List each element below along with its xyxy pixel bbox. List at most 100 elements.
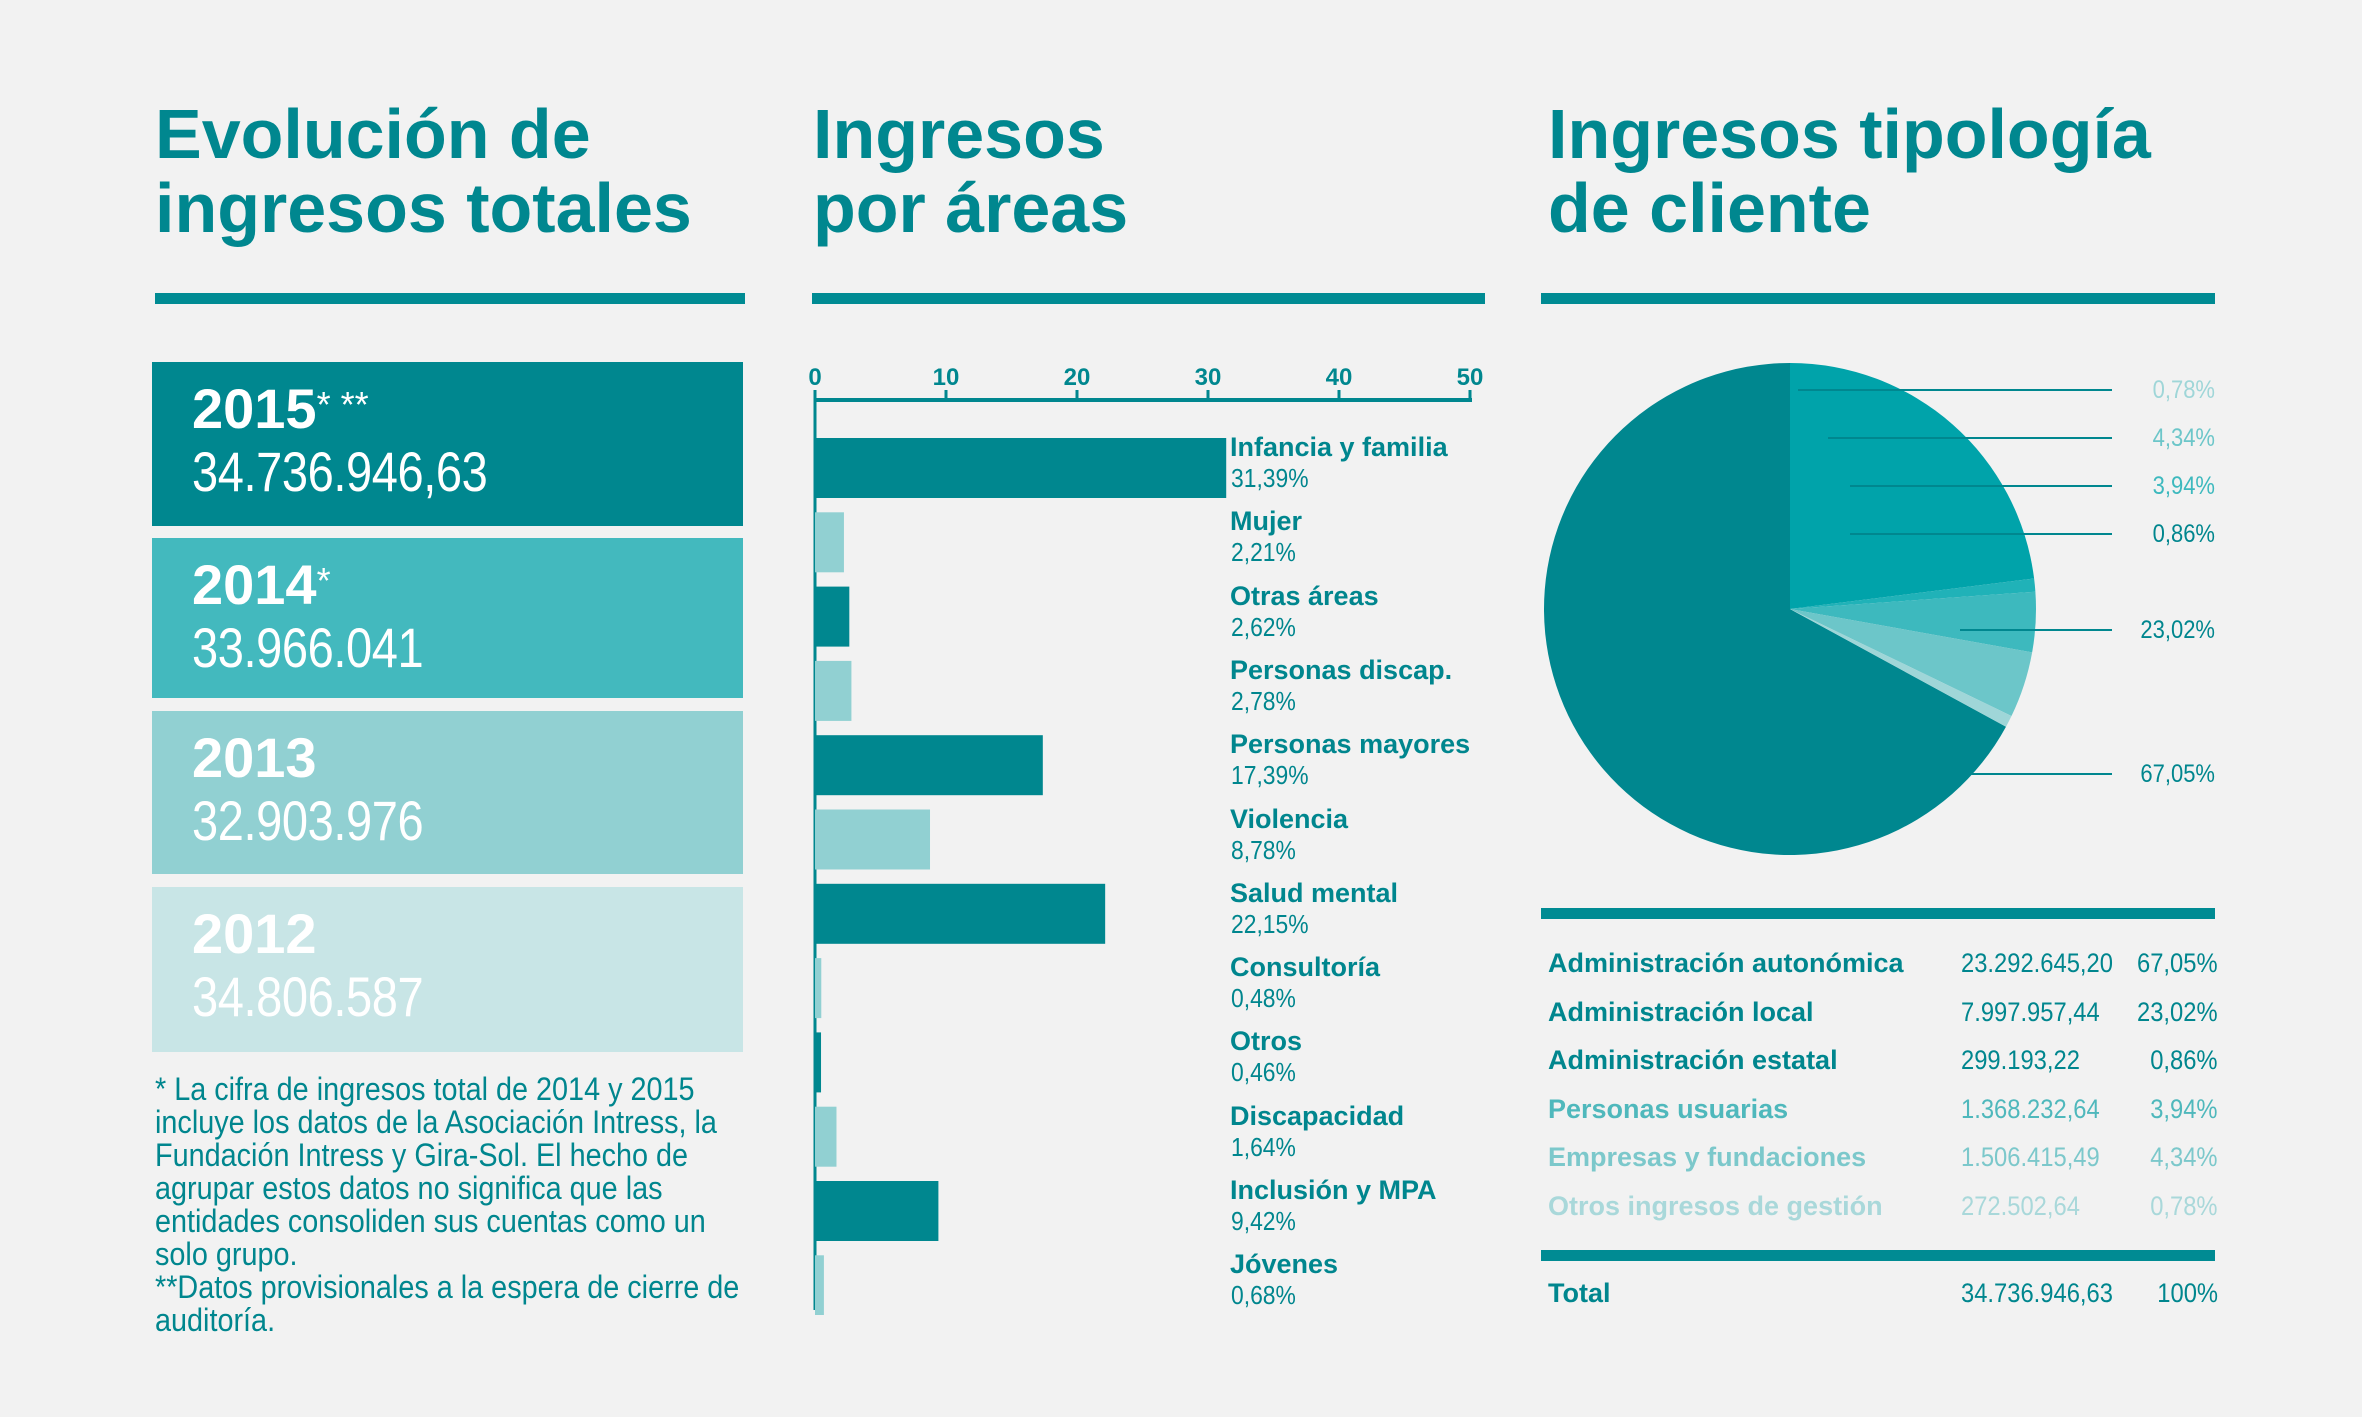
x-tick-label: 30: [1195, 364, 1222, 391]
pie-value-label: 4,34%: [2152, 424, 2215, 452]
bar-value-label: 8,78%: [1231, 834, 1296, 865]
bar-value-label: 17,39%: [1231, 760, 1309, 791]
col2-title: Ingresos por áreas: [813, 97, 1128, 245]
col3-title: Ingresos tipología de cliente: [1548, 97, 2151, 245]
pie-value-label: 3,94%: [2152, 472, 2215, 500]
bar-category-label: Salud mental: [1230, 877, 1399, 908]
year-label: 2012: [192, 902, 317, 965]
client-amount: 1.506.415,49: [1961, 1142, 2100, 1173]
year-box-2014: 2014* 33.966.041: [152, 538, 743, 698]
client-type-label: Administración estatal: [1548, 1045, 1838, 1076]
bar-value-label: 9,42%: [1231, 1206, 1296, 1236]
table-row: Personas usuarias 1.368.232,64 3,94%: [1548, 1092, 2218, 1132]
col1-title: Evolución de ingresos totales: [155, 97, 692, 245]
year-box-2013: 2013 32.903.976: [152, 711, 743, 874]
bar-category-label: Otras áreas: [1230, 580, 1379, 611]
bar-category-label: Violencia: [1230, 803, 1349, 834]
table-total-row: Total 34.736.946,63 100%: [1548, 1276, 2218, 1316]
table-total-rule: [1541, 1250, 2215, 1261]
x-tick-label: 0: [808, 364, 821, 391]
col2-rule: [812, 293, 1485, 304]
bar-value-label: 2,62%: [1231, 611, 1296, 642]
total-amount: 34.736.946,63: [1961, 1278, 2113, 1308]
client-pct: 0,78%: [2150, 1191, 2218, 1221]
bar: [815, 1106, 837, 1167]
bar: [815, 438, 1227, 498]
client-pct: 3,94%: [2150, 1093, 2218, 1124]
bar: [815, 809, 931, 870]
col3-title-line1: Ingresos tipología: [1548, 95, 2151, 173]
bar-category-label: Personas mayores: [1230, 729, 1471, 760]
col1-rule: [155, 293, 745, 304]
year-amount: 34.736.946,63: [192, 440, 488, 503]
bar-value-label: 22,15%: [1231, 908, 1309, 939]
bar: [815, 958, 822, 1019]
x-tick-label: 40: [1326, 364, 1353, 391]
x-tick-label: 50: [1457, 364, 1484, 391]
bar: [815, 1032, 822, 1093]
bar-value-label: 2,78%: [1231, 685, 1296, 716]
bar-value-label: 31,39%: [1231, 463, 1309, 493]
bar-category-label: Mujer: [1230, 506, 1303, 537]
x-tick-label: 10: [933, 364, 960, 391]
pie-value-label: 23,02%: [2140, 616, 2215, 644]
bar-category-label: Discapacidad: [1230, 1100, 1405, 1131]
pie-slice: [1790, 609, 2012, 727]
footnote-2: **Datos provisionales a la espera de cie…: [155, 1269, 740, 1338]
col2-title-line2: por áreas: [813, 169, 1129, 247]
pie-slice: [1790, 591, 2036, 653]
pie-slice: [1790, 609, 2033, 717]
pie-value-label: 0,86%: [2152, 520, 2215, 548]
col2-title-line1: Ingresos: [813, 95, 1105, 173]
client-amount: 7.997.957,44: [1961, 996, 2100, 1027]
bar: [815, 1255, 824, 1315]
table-row: Otros ingresos de gestión 272.502,64 0,78%: [1548, 1189, 2218, 1229]
bar-chart: 0 10 20 30 40 50: [808, 364, 1484, 1315]
col3-rule: [1541, 293, 2215, 304]
year-label: 2014*: [192, 553, 331, 616]
table-row: Administración local 7.997.957,44 23,02%: [1548, 995, 2218, 1035]
bar-value-label: 0,48%: [1231, 983, 1296, 1014]
bar: [815, 586, 850, 647]
pie-value-label: 0,78%: [2152, 376, 2215, 404]
col1-title-line2: ingresos totales: [155, 169, 692, 247]
bar: [815, 883, 1106, 944]
year-label: 2013: [192, 726, 317, 789]
bar-value-label: 2,21%: [1231, 537, 1296, 568]
total-label: Total: [1548, 1278, 1611, 1308]
client-pct: 23,02%: [2137, 996, 2218, 1027]
footnote: * La cifra de ingresos total de 2014 y 2…: [155, 1073, 740, 1337]
year-amount: 34.806.587: [192, 965, 424, 1028]
footnote-1: * La cifra de ingresos total de 2014 y 2…: [155, 1071, 717, 1272]
year-box-2015: 2015* ** 34.736.946,63: [152, 362, 743, 526]
x-tick-label: 20: [1064, 364, 1091, 391]
client-amount: 299.193,22: [1961, 1045, 2080, 1076]
pie-chart: [1544, 363, 2112, 856]
year-amount: 32.903.976: [192, 789, 424, 852]
pie-slice: [1790, 578, 2036, 609]
col1-title-line1: Evolución de: [155, 95, 591, 173]
bar-category-label: Jóvenes: [1230, 1249, 1339, 1280]
bar: [815, 735, 1043, 796]
bar: [815, 512, 844, 573]
client-type-label: Empresas y fundaciones: [1548, 1142, 1867, 1173]
year-label: 2015* **: [192, 377, 369, 440]
client-type-label: Administración autonómica: [1548, 948, 1904, 978]
client-type-label: Personas usuarias: [1548, 1093, 1789, 1124]
client-type-label: Administración local: [1548, 996, 1814, 1027]
client-pct: 67,05%: [2137, 948, 2218, 978]
bar-category-label: Personas discap.: [1230, 654, 1453, 685]
bar-value-label: 1,64%: [1231, 1131, 1296, 1162]
table-row: Administración estatal 299.193,22 0,86%: [1548, 1043, 2218, 1083]
bar: [815, 1181, 939, 1241]
client-amount: 23.292.645,20: [1961, 948, 2113, 978]
bar-category-label: Infancia y familia: [1230, 432, 1448, 462]
bar-value-label: 0,46%: [1231, 1057, 1296, 1088]
bar: [815, 660, 852, 721]
year-box-2012: 2012 34.806.587: [152, 887, 743, 1052]
table-row: Empresas y fundaciones 1.506.415,49 4,34%: [1548, 1140, 2218, 1180]
table-row: Administración autonómica 23.292.645,20 67…: [1548, 946, 2218, 986]
table-top-rule: [1541, 908, 2215, 919]
year-amount: 33.966.041: [192, 616, 424, 679]
pie-slice: [1544, 363, 2006, 856]
